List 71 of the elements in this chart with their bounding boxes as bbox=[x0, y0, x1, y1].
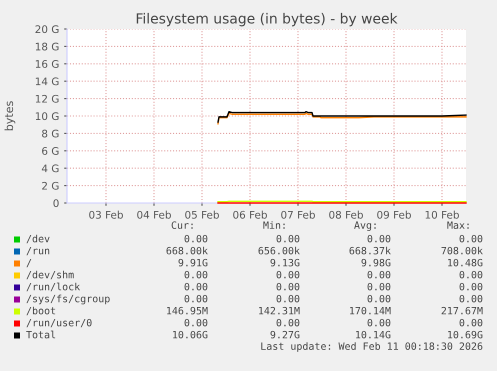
text: 0.00 bbox=[276, 294, 300, 302]
text: Max: bbox=[447, 221, 469, 229]
text: 0.00 bbox=[368, 294, 390, 302]
text: 142.31M bbox=[259, 306, 300, 314]
x-tick-label: 07 Feb bbox=[281, 210, 315, 219]
text: 0.00 bbox=[184, 282, 208, 290]
text: 0.00 bbox=[184, 294, 208, 302]
x-tick-label: 08 Feb bbox=[329, 210, 363, 219]
text: 0.00 bbox=[276, 282, 300, 290]
text: Cur: bbox=[172, 221, 193, 229]
x-tick-label: 10 Feb bbox=[426, 210, 459, 219]
text: Last update: Wed Feb 11 00:18:30 2026 bbox=[261, 342, 482, 352]
text: 0.00 bbox=[184, 270, 208, 278]
legend-label: Total bbox=[26, 330, 56, 338]
text: 9.13G bbox=[270, 258, 300, 266]
text: 0.00 bbox=[368, 234, 390, 242]
text: 217.67M bbox=[442, 306, 483, 314]
legend-label: /dev/shm bbox=[26, 270, 74, 280]
y-tick-label: 10 G bbox=[36, 112, 59, 120]
y-tick-label: 12 G bbox=[36, 94, 59, 103]
x-tick-label: 05 Feb bbox=[185, 210, 219, 219]
text: 10.69G bbox=[448, 330, 482, 338]
y-tick-label: 2 G bbox=[42, 182, 59, 190]
text: 0.00 bbox=[460, 282, 482, 290]
text: 0.00 bbox=[460, 234, 482, 242]
text: Min: bbox=[263, 221, 285, 229]
y-tick-label: 16 G bbox=[36, 60, 59, 68]
x-tick-label: 06 Feb bbox=[233, 210, 267, 219]
text: 0.00 bbox=[184, 234, 208, 242]
text: 668.37k bbox=[350, 246, 391, 254]
text: 668.00k bbox=[166, 246, 208, 254]
chart-title: Filesystem usage (in bytes) - by week bbox=[136, 12, 398, 26]
legend-label: /run/user/0 bbox=[26, 318, 92, 328]
text: 0.00 bbox=[368, 318, 390, 326]
text: 0.00 bbox=[368, 282, 390, 290]
text: 0.00 bbox=[460, 318, 482, 326]
text: 0.00 bbox=[460, 294, 482, 302]
text: 170.14M bbox=[350, 306, 391, 314]
legend-label: /run bbox=[26, 246, 50, 256]
text: 0.00 bbox=[184, 318, 208, 326]
text: 10.06G bbox=[173, 330, 208, 338]
y-tick-label: 6 G bbox=[42, 147, 59, 155]
text: 0.00 bbox=[276, 318, 300, 326]
y-tick-label: 14 G bbox=[36, 77, 59, 86]
legend-label: / bbox=[26, 258, 32, 268]
x-tick-label: 09 Feb bbox=[377, 210, 411, 219]
x-tick-label: 04 Feb bbox=[137, 210, 171, 219]
y-tick-label: 4 G bbox=[42, 164, 59, 172]
text: 10.48G bbox=[448, 258, 482, 266]
text: 146.95M bbox=[167, 306, 208, 314]
text: 708.00k bbox=[442, 246, 483, 254]
text: 0.00 bbox=[276, 234, 300, 242]
legend-label: /boot bbox=[26, 306, 56, 316]
y-tick-label: 8 G bbox=[42, 130, 59, 138]
text: 0.00 bbox=[276, 270, 300, 278]
text: 10.14G bbox=[356, 330, 390, 338]
text: Avg: bbox=[354, 221, 376, 231]
y-axis-title: bytes bbox=[4, 101, 16, 130]
legend-label: /dev bbox=[26, 234, 50, 244]
y-tick-label: 0 bbox=[53, 199, 59, 208]
text: 0.00 bbox=[460, 270, 482, 278]
text: 0.00 bbox=[368, 270, 390, 278]
y-tick-label: 18 G bbox=[36, 42, 59, 51]
text: 9.91G bbox=[178, 258, 208, 266]
text: 656.00k bbox=[258, 246, 300, 254]
legend-label: /sys/fs/cgroup bbox=[26, 294, 110, 304]
x-tick-label: 03 Feb bbox=[89, 210, 123, 219]
text: 9.27G bbox=[270, 330, 300, 338]
text: 9.98G bbox=[362, 258, 390, 266]
legend-label: /run/lock bbox=[26, 282, 80, 292]
y-tick-label: 20 G bbox=[35, 25, 59, 34]
